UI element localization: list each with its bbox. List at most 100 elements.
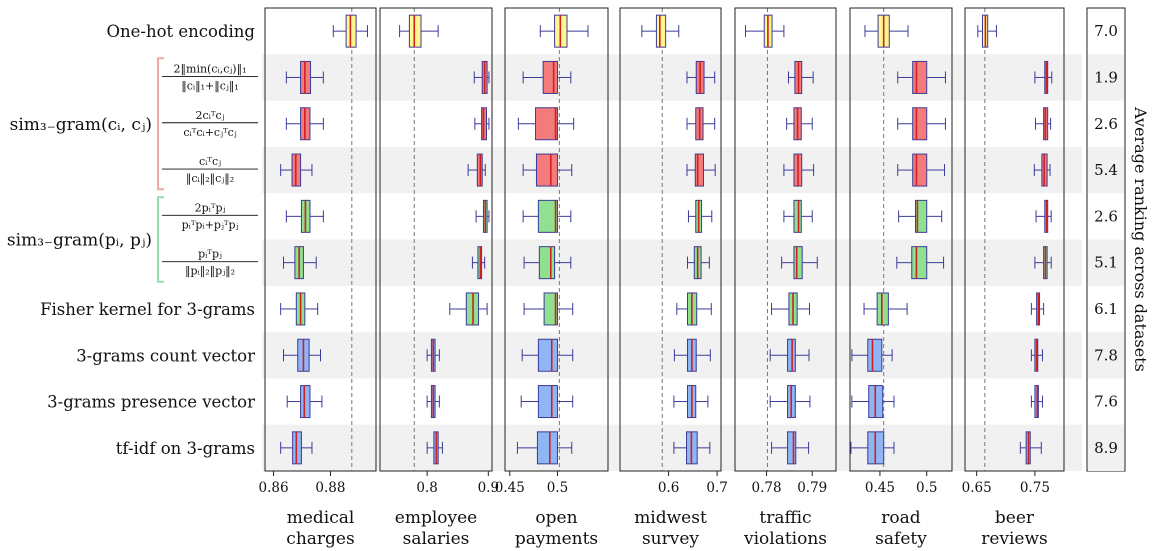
x-tick-label: 0.86 [259,480,289,496]
panel-title-line: road [881,508,920,528]
box-7 [449,292,488,326]
box-10 [673,431,711,465]
panel-title-line: survey [642,529,699,549]
box-6 [523,246,572,280]
row-label: 3-grams count vector [76,346,255,365]
box-1 [641,14,680,48]
fraction-numerator: cᵢᵀcⱼ [199,155,221,168]
x-tick-label: 0.7 [706,480,727,496]
average-rank-value: 5.4 [1094,161,1118,179]
average-rank-value: 8.9 [1094,439,1118,457]
box-2 [686,60,716,94]
box-iqr [536,431,558,465]
box-5 [687,199,713,233]
box-8 [673,338,711,372]
box-1 [864,14,909,48]
panel-title-line: employee [395,508,477,528]
row-label-fraction: cᵢᵀcⱼ ‖cᵢ‖₂‖cⱼ‖₂ [162,155,258,186]
box-iqr [793,199,802,233]
row-band [262,332,1082,379]
row-label: 3-grams presence vector [47,393,255,412]
ranks-band [1088,332,1124,379]
fraction-denominator: ‖cᵢ‖₂‖cⱼ‖₂ [186,172,234,186]
panel-title-line: open [535,508,577,528]
box-6 [283,246,317,280]
box-4 [280,153,313,187]
box-4 [467,153,486,187]
box-iqr [535,107,558,141]
box-1 [977,14,997,48]
box-5 [1035,199,1052,233]
box-1 [399,14,439,48]
average-rank-value: 7.8 [1094,346,1118,364]
average-rank-value: 7.6 [1094,393,1118,411]
box-2 [897,60,946,94]
box-iqr [538,246,556,280]
box-7 [863,292,908,326]
row-label-fraction: pᵢᵀpⱼ ‖pᵢ‖₂‖pⱼ‖₂ [162,248,258,279]
box-4 [1033,153,1051,187]
row-label: One-hot encoding [106,22,255,41]
box-3 [686,107,716,141]
box-8 [521,338,574,372]
panel-title-line: medical [287,508,355,528]
panel-title-line: midwest [634,508,707,528]
box-5 [898,199,943,233]
row-label: Fisher kernel for 3-grams [40,300,255,319]
box-5 [522,199,572,233]
fraction-numerator: 2cᵢᵀcⱼ [195,109,224,122]
panel-title-line: violations [743,529,827,549]
box-9 [426,385,440,419]
panel-frame [734,7,837,472]
box-iqr [876,292,889,326]
box-5 [285,199,324,233]
x-tick-label: 0.8 [416,480,437,496]
average-ranking-panel: 7.0 1.9 2.6 5.4 2.6 5.1 6.1 7.8 7.6 8.9 Average ra… [1086,7,1150,472]
box-10 [1019,431,1042,465]
box-8 [769,338,810,372]
row-band [262,239,1082,286]
box-3 [517,107,575,141]
row-bands [262,54,1082,471]
box-8 [851,338,893,372]
box-4 [897,153,946,187]
x-tick-label: 0.9 [478,480,499,496]
box-7 [676,292,712,326]
average-rank-value: 6.1 [1094,300,1118,318]
box-1 [745,14,785,48]
group-brackets: sim₃₋gram(cᵢ, cⱼ) sim₃₋gram(pᵢ, pⱼ) [7,57,164,283]
bracket-line [157,57,164,191]
box-6 [686,246,710,280]
average-rank-value: 2.6 [1094,115,1118,133]
fraction-denominator: ‖pᵢ‖₂‖pⱼ‖₂ [185,265,235,279]
box-8 [283,338,321,372]
fraction-denominator: pᵢᵀpᵢ+pⱼᵀpⱼ [182,218,239,231]
fraction-denominator: cᵢᵀcᵢ+cⱼᵀcⱼ [183,126,236,139]
box-10 [850,431,895,465]
box-4 [686,153,716,187]
box-2 [787,60,814,94]
box-2 [522,60,572,94]
box-iqr [787,431,797,465]
panel-frame [619,7,722,472]
x-tick-label: 0.45 [865,480,895,496]
x-tick-label: 0.78 [752,480,782,496]
box-1 [332,14,368,48]
x-tick-label: 0.79 [797,480,827,496]
box-6 [896,246,945,280]
average-rank-value: 1.9 [1094,68,1118,86]
panel-title-line: payments [515,529,598,549]
panel-title-line: salaries [403,529,470,549]
bracket-line [157,196,164,283]
ranks-band [1088,239,1124,286]
box-10 [426,431,443,465]
box-iqr [793,246,803,280]
fraction-numerator: pᵢᵀpⱼ [198,248,222,261]
box-iqr [542,60,558,94]
